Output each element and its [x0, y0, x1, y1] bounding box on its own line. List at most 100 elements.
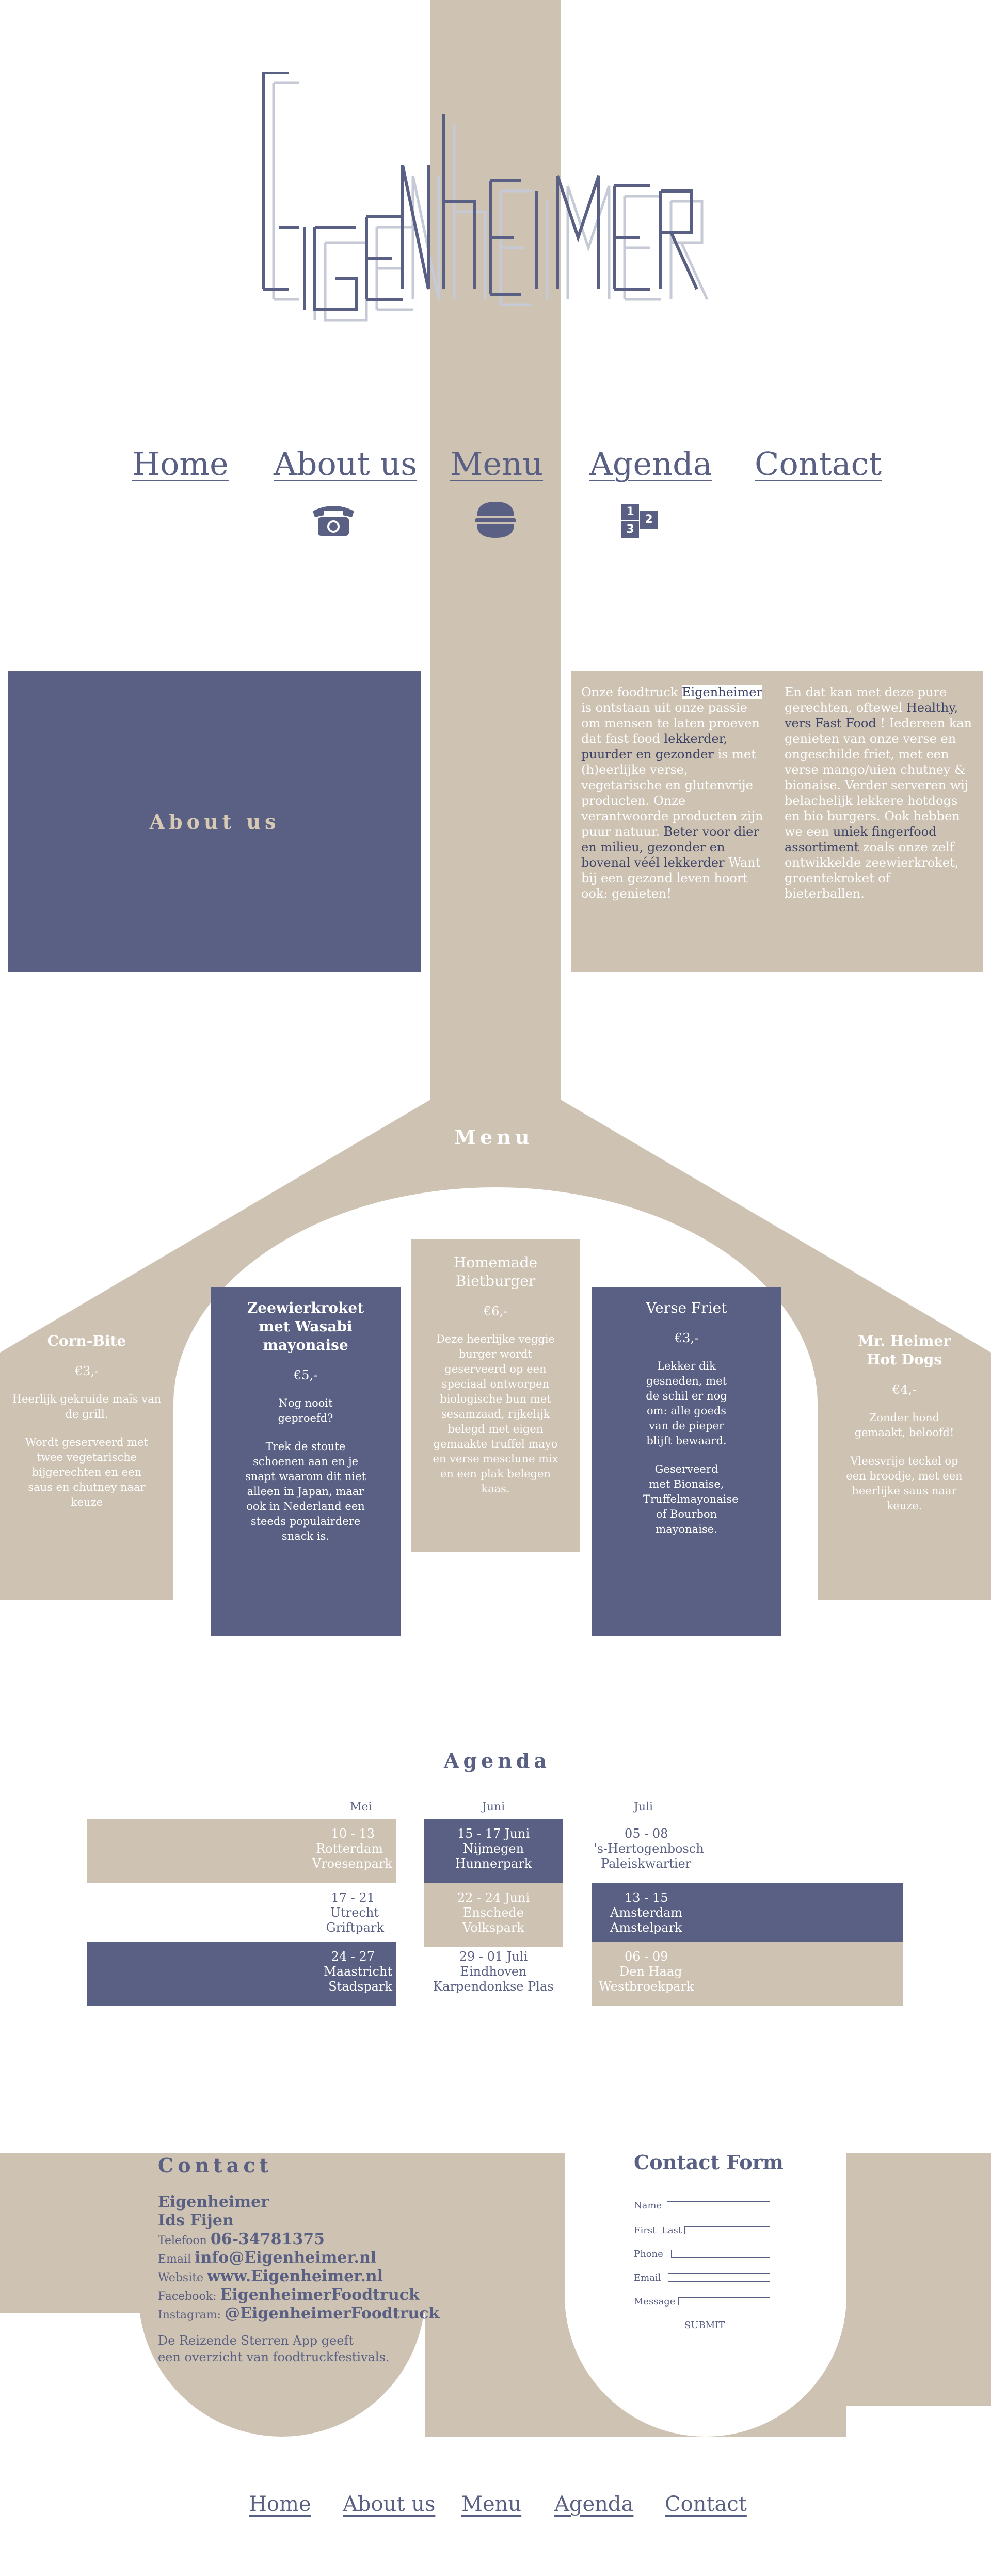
menu-item-corn-bite: Corn-Bite €3,- Heerlijk gekruide maïs va… — [10, 1332, 163, 1510]
form-phone-label: Phone — [634, 2249, 663, 2260]
menu-card-bietburger — [411, 1239, 580, 1552]
form-message-input[interactable] — [678, 2297, 770, 2305]
contact-company: Eigenheimer — [158, 2193, 269, 2211]
contact-website-label: Website — [158, 2271, 204, 2284]
about-column-2: En dat kan met deze pure gerechten, ofte… — [785, 685, 973, 901]
contact-email-value[interactable]: info@Eigenheimer.nl — [195, 2249, 377, 2267]
agenda-month-july: Juli — [634, 1801, 653, 1814]
menu-item-description: Deze heerlijke veggie burger wordt geser… — [433, 1333, 558, 1495]
agenda-month-june: Juni — [482, 1801, 505, 1814]
contact-right-white-bowl — [565, 2153, 846, 2437]
contact-facebook-value[interactable]: EigenheimerFoodtruck — [220, 2286, 420, 2304]
podium-second: 2 — [640, 511, 658, 529]
form-email-input[interactable] — [668, 2273, 770, 2282]
eigenheimer-logo — [262, 72, 709, 322]
menu-item-title: Homemade Bietburger — [453, 1254, 538, 1290]
menu-card-zeewierkroket — [211, 1287, 401, 1636]
about-title: About us — [149, 810, 280, 833]
agenda-event-utrecht: 17 - 21 Utrecht Griftpark — [87, 1883, 396, 1947]
agenda-event-den-bosch: 05 - 08 's-Hertogenbosch Paleiskwartier — [594, 1819, 903, 1883]
menu-item-price: €5,- — [293, 1368, 318, 1382]
about-text: zoals onze zelf ontwikkelde zeewierkroke… — [785, 840, 959, 901]
podium-first: 1 — [621, 504, 639, 520]
about-highlight: Beter voor dier en milieu, gezonder en b… — [581, 824, 759, 870]
agenda-venue: Karpendonkse Plas — [433, 1979, 554, 1994]
menu-item-zeewierkroket: Zeewierkroket met Wasabi mayonaise €5,- … — [211, 1299, 401, 1544]
about-text: En dat kan met deze pure gerechten, ofte… — [785, 685, 947, 715]
contact-form: Contact Form — [634, 2151, 830, 2347]
agenda-event-maastricht: 24 - 27 Maastricht Stadspark — [87, 1942, 396, 2006]
podium-third: 3 — [621, 521, 639, 538]
agenda-event-rotterdam: 10 - 13 Rotterdam Vroesenpark — [87, 1819, 396, 1883]
menu-item-description: Geserveerd met Bionaise, Truffelmayonais… — [643, 1463, 739, 1535]
menu-item-description: Wordt geserveerd met twee vegetarische b… — [25, 1436, 149, 1508]
menu-card-verse-friet — [592, 1287, 781, 1636]
about-text: Onze foodtruck — [581, 685, 682, 699]
about-highlight: lekkerder, puurder en gezonder — [581, 732, 728, 761]
menu-item-price: €3,- — [74, 1364, 99, 1378]
about-text: ! Iedereen kan genieten van onze verse e… — [785, 716, 972, 839]
menu-item-hot-dogs: Mr. Heimer Hot Dogs €4,- Zonder hond gem… — [828, 1332, 981, 1514]
agenda-event-enschede: 22 - 24 Juni Enschede Volkspark — [424, 1883, 563, 1947]
about-title-box: About us — [8, 671, 421, 972]
contact-phone-value[interactable]: 06-34781375 — [210, 2230, 325, 2248]
agenda-date: 22 - 24 Juni — [457, 1890, 530, 1905]
footer-agenda-link[interactable]: Agenda — [554, 2492, 634, 2516]
contact-instagram-value[interactable]: @EigenheimerFoodtruck — [225, 2304, 440, 2323]
agenda-venue: Volkspark — [462, 1920, 524, 1935]
contact-instagram: Instagram: @EigenheimerFoodtruck — [158, 2304, 439, 2323]
contact-website-value[interactable]: www.Eigenheimer.nl — [207, 2267, 383, 2285]
nav-agenda-link[interactable]: Agenda — [589, 445, 712, 483]
contact-note-line-1: De Reizende Sterren App geeft — [158, 2333, 354, 2348]
burger-icon[interactable] — [475, 502, 516, 539]
about-text: is met (h)eerlijke verse, vegetarische e… — [581, 747, 763, 839]
agenda-city: Nijmegen — [462, 1841, 524, 1856]
form-phone-input[interactable] — [671, 2250, 770, 2258]
form-first-last-input[interactable] — [684, 2226, 770, 2234]
menu-item-title: Verse Friet — [646, 1299, 727, 1316]
form-email-label: Email — [634, 2272, 661, 2283]
agenda-city: Amsterdam — [610, 1905, 683, 1920]
menu-item-description: Nog nooit geproefd? — [278, 1397, 333, 1424]
form-name-input[interactable] — [667, 2201, 770, 2209]
form-submit-button[interactable]: SUBMIT — [684, 2320, 725, 2331]
footer-about-link[interactable]: About us — [343, 2492, 436, 2516]
menu-item-bietburger: Homemade Bietburger €6,- Deze heerlijke … — [411, 1253, 580, 1497]
menu-item-price: €3,- — [674, 1331, 699, 1345]
contact-note-line-2: een overzicht van foodtruckfestivals. — [158, 2350, 390, 2364]
agenda-city: Maastricht — [324, 1964, 392, 1979]
agenda-date: 05 - 08 — [625, 1826, 668, 1841]
agenda-date: 15 - 17 Juni — [457, 1826, 530, 1841]
podium-icon[interactable]: 1 3 2 — [621, 504, 663, 538]
agenda-date: 29 - 01 Juli — [459, 1949, 528, 1964]
agenda-city: Enschede — [463, 1905, 524, 1920]
agenda-event-amsterdam: 13 - 15 Amsterdam Amstelpark — [592, 1883, 903, 1947]
form-message-label: Message — [634, 2296, 676, 2307]
nav-contact-link[interactable]: Contact — [755, 445, 882, 483]
agenda-venue: Griftpark — [326, 1920, 384, 1935]
contact-email: Email info@Eigenheimer.nl — [158, 2249, 376, 2267]
agenda-date: 13 - 15 — [625, 1890, 668, 1905]
nav-home-link[interactable]: Home — [132, 445, 229, 483]
contact-email-label: Email — [158, 2253, 191, 2266]
agenda-event-nijmegen: 15 - 17 Juni Nijmegen Hunnerpark — [424, 1819, 563, 1883]
contact-middle-bowl — [424, 2153, 565, 2437]
nav-about-link[interactable]: About us — [274, 445, 418, 483]
telephone-icon[interactable] — [311, 504, 356, 537]
about-highlight: Healthy, vers Fast Food — [785, 701, 958, 730]
about-text-box: Onze foodtruck Eigenheimer is ontstaan u… — [571, 671, 983, 972]
contact-instagram-label: Instagram: — [158, 2309, 221, 2321]
contact-facebook: Facebook: EigenheimerFoodtruck — [158, 2286, 420, 2304]
footer-contact-link[interactable]: Contact — [665, 2492, 747, 2516]
menu-title: Menu — [454, 1125, 534, 1149]
menu-item-description: Heerlijk gekruide maïs van de grill. — [12, 1393, 162, 1420]
agenda-city: Utrecht — [330, 1905, 379, 1920]
agenda-city: Eindhoven — [460, 1964, 527, 1979]
agenda-event-den-haag: 06 - 09 Den Haag Westbroekpark — [592, 1942, 903, 2006]
nav-menu-link[interactable]: Menu — [450, 445, 544, 483]
contact-phone: Telefoon 06-34781375 — [158, 2230, 325, 2248]
footer-home-link[interactable]: Home — [249, 2492, 311, 2516]
contact-facebook-label: Facebook: — [158, 2290, 217, 2303]
contact-form-title: Contact Form — [634, 2151, 784, 2174]
footer-menu-link[interactable]: Menu — [461, 2492, 522, 2516]
